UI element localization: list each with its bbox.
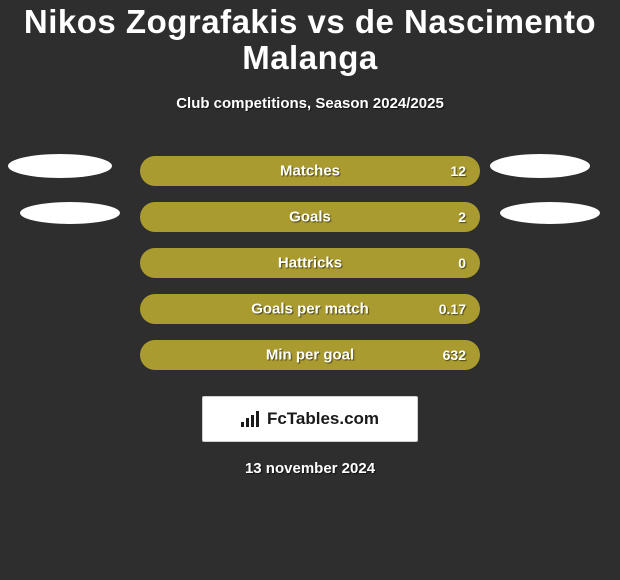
page-title: Nikos Zografakis vs de Nascimento Malang… [0, 4, 620, 77]
stat-pill: Matches 12 [140, 156, 480, 186]
stat-row: Goals per match 0.17 [0, 286, 620, 332]
subtitle: Club competitions, Season 2024/2025 [0, 95, 620, 112]
left-ellipse [8, 154, 112, 178]
stat-row: Goals 2 [0, 194, 620, 240]
stat-value: 2 [458, 209, 466, 225]
stat-row: Hattricks 0 [0, 240, 620, 286]
stats-chart: Matches 12 Goals 2 Hattricks 0 Goals per match… [0, 148, 620, 378]
stat-value: 12 [450, 163, 466, 179]
stat-pill: Hattricks 0 [140, 248, 480, 278]
stat-label: Hattricks [278, 254, 342, 271]
stat-value: 0 [458, 255, 466, 271]
stat-pill: Goals 2 [140, 202, 480, 232]
stat-value: 632 [443, 347, 466, 363]
stat-row: Min per goal 632 [0, 332, 620, 378]
right-ellipse [500, 202, 600, 224]
stat-value: 0.17 [439, 301, 466, 317]
stat-pill: Goals per match 0.17 [140, 294, 480, 324]
branding-badge[interactable]: FcTables.com [202, 396, 418, 442]
branding-text: FcTables.com [267, 409, 379, 429]
right-ellipse [490, 154, 590, 178]
date-label: 13 november 2024 [0, 460, 620, 477]
left-ellipse [20, 202, 120, 224]
comparison-card: Nikos Zografakis vs de Nascimento Malang… [0, 0, 620, 580]
bar-chart-icon [241, 411, 261, 427]
stat-label: Min per goal [266, 346, 354, 363]
stat-label: Matches [280, 162, 340, 179]
stat-pill: Min per goal 632 [140, 340, 480, 370]
stat-label: Goals [289, 208, 331, 225]
stat-row: Matches 12 [0, 148, 620, 194]
stat-label: Goals per match [251, 300, 369, 317]
